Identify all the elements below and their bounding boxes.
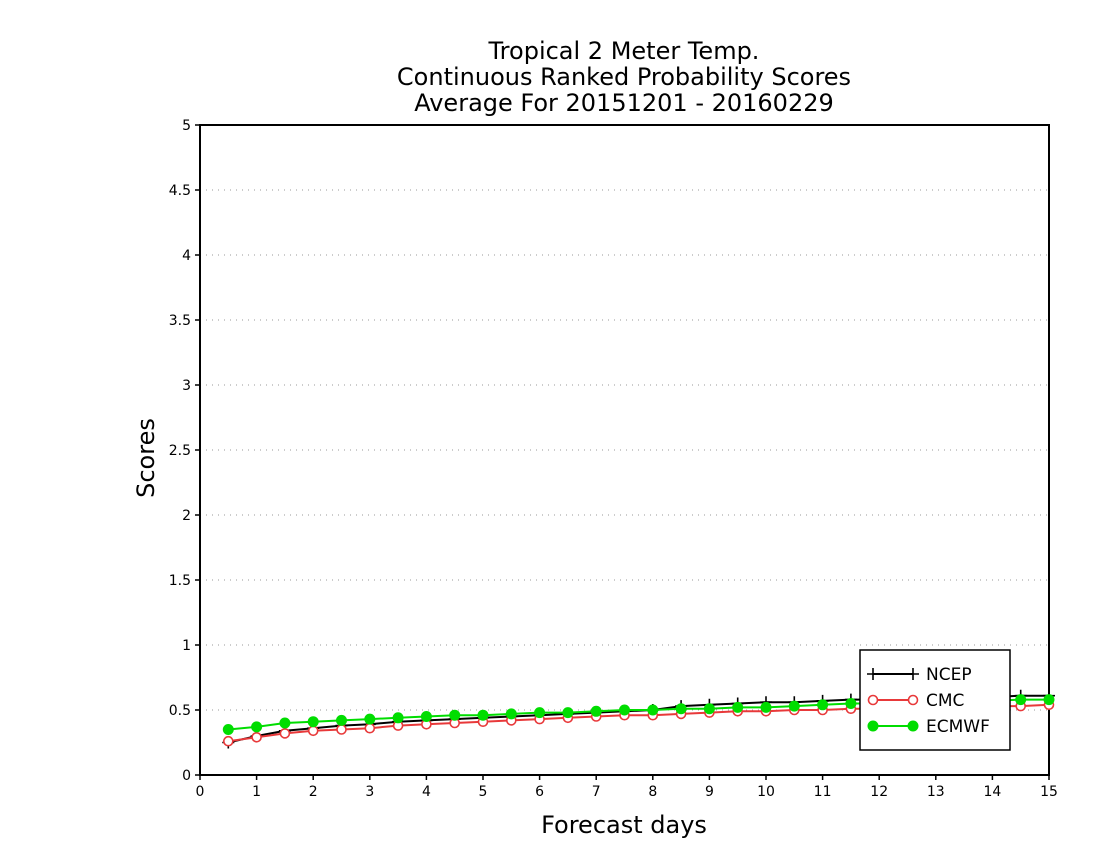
open-circle-marker bbox=[223, 735, 234, 747]
open-circle-marker bbox=[867, 694, 879, 706]
filled-circle-marker bbox=[222, 724, 234, 735]
chart-title: Tropical 2 Meter Temp. Continuous Ranked… bbox=[397, 37, 851, 117]
y-tick-label: 4.5 bbox=[169, 183, 191, 199]
x-tick-label: 6 bbox=[535, 784, 544, 800]
x-axis-label: Forecast days bbox=[541, 811, 707, 839]
y-tick-label: 3 bbox=[182, 378, 191, 394]
filled-circle-marker bbox=[817, 699, 829, 711]
filled-circle-marker bbox=[505, 708, 517, 720]
filled-circle-marker bbox=[562, 707, 574, 719]
y-tick-label: 2.5 bbox=[169, 443, 191, 459]
x-tick-label: 14 bbox=[983, 784, 1001, 800]
x-tick-label: 2 bbox=[309, 784, 318, 800]
filled-circle-marker bbox=[619, 704, 630, 716]
filled-circle-marker bbox=[907, 720, 919, 732]
y-tick-label: 0.5 bbox=[169, 703, 191, 719]
filled-circle-marker bbox=[1043, 694, 1055, 706]
filled-circle-marker bbox=[477, 709, 489, 721]
open-circle-marker bbox=[251, 731, 262, 743]
x-tick-label: 13 bbox=[927, 784, 945, 800]
filled-circle-marker bbox=[279, 717, 291, 729]
x-tick-label: 9 bbox=[705, 784, 714, 800]
x-tick-label: 1 bbox=[252, 784, 261, 800]
x-tick-label: 10 bbox=[757, 784, 775, 800]
filled-circle-marker bbox=[1015, 694, 1027, 706]
grid bbox=[200, 189, 1049, 711]
filled-circle-marker bbox=[336, 714, 347, 726]
title-line-1: Tropical 2 Meter Temp. bbox=[488, 37, 760, 65]
y-tick-label: 4 bbox=[182, 248, 191, 264]
x-tick-label: 4 bbox=[422, 784, 431, 800]
legend-label-ecmwf: ECMWF bbox=[926, 717, 990, 737]
filled-circle-marker bbox=[449, 709, 461, 721]
x-tick-label: 5 bbox=[479, 784, 488, 800]
x-tick-label: 15 bbox=[1040, 784, 1058, 800]
open-circle-marker bbox=[307, 725, 319, 737]
filled-circle-marker bbox=[675, 703, 687, 715]
filled-circle-marker bbox=[867, 720, 879, 732]
filled-circle-marker bbox=[420, 711, 432, 722]
filled-circle-marker bbox=[534, 707, 546, 719]
y-tick-label: 5 bbox=[182, 118, 191, 134]
filled-circle-marker bbox=[845, 698, 857, 709]
open-circle-marker bbox=[336, 724, 347, 735]
title-line-3: Average For 20151201 - 20160229 bbox=[414, 89, 834, 117]
legend-label-cmc: CMC bbox=[926, 691, 964, 711]
filled-circle-marker bbox=[703, 703, 715, 715]
x-tick-label: 12 bbox=[870, 784, 888, 800]
y-tick-label: 0 bbox=[182, 768, 191, 784]
x-tick-label: 8 bbox=[648, 784, 657, 800]
y-tick-label: 3.5 bbox=[169, 313, 191, 329]
filled-circle-marker bbox=[788, 700, 800, 712]
x-tick-label: 7 bbox=[592, 784, 601, 800]
title-line-2: Continuous Ranked Probability Scores bbox=[397, 63, 851, 91]
open-circle-marker bbox=[907, 694, 919, 706]
y-axis-label: Scores bbox=[132, 418, 160, 498]
filled-circle-marker bbox=[307, 716, 319, 728]
filled-circle-marker bbox=[760, 701, 772, 713]
filled-circle-marker bbox=[364, 713, 376, 725]
x-tick-label: 3 bbox=[365, 784, 374, 800]
open-circle-marker bbox=[364, 722, 376, 734]
x-tick-label: 11 bbox=[814, 784, 832, 800]
plus-marker bbox=[907, 668, 919, 680]
axes: 00.511.522.533.544.550 1 2 3 4 5 6 7 8 9 10 11 12 13 1… bbox=[169, 118, 1058, 800]
open-circle-marker bbox=[279, 728, 291, 739]
y-tick-label: 1 bbox=[182, 638, 191, 654]
legend: NCEP CMC ECMWF bbox=[859, 649, 1011, 751]
filled-circle-marker bbox=[732, 701, 744, 713]
filled-circle-marker bbox=[251, 721, 263, 733]
filled-circle-marker bbox=[647, 704, 659, 716]
x-tick-label: 0 bbox=[196, 784, 205, 800]
plus-marker bbox=[867, 668, 879, 680]
filled-circle-marker bbox=[590, 705, 602, 717]
y-tick-label: 1.5 bbox=[169, 573, 191, 589]
filled-circle-marker bbox=[392, 712, 404, 724]
y-tick-label: 2 bbox=[182, 508, 191, 524]
legend-label-ncep: NCEP bbox=[926, 665, 972, 685]
